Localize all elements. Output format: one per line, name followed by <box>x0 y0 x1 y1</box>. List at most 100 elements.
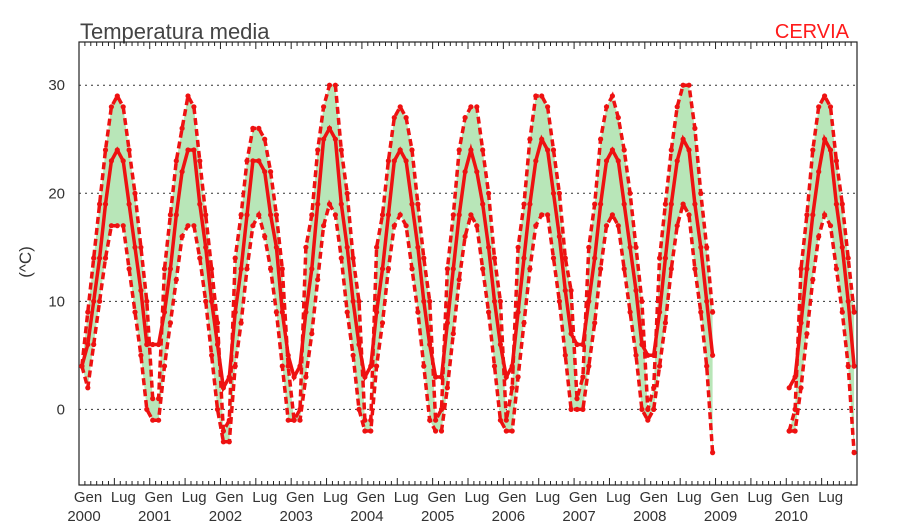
point-max <box>227 418 232 423</box>
point-max <box>852 310 857 315</box>
point-min <box>79 364 84 369</box>
point-mean <box>474 169 479 174</box>
point-mean <box>174 212 179 217</box>
point-mean <box>398 147 403 152</box>
point-mean <box>793 374 798 379</box>
point-min <box>645 418 650 423</box>
point-mean <box>492 299 497 304</box>
point-min <box>185 223 190 228</box>
point-min <box>209 353 214 358</box>
point-mean <box>463 169 468 174</box>
point-min <box>250 223 255 228</box>
point-max <box>533 93 538 98</box>
point-min <box>144 407 149 412</box>
point-max <box>144 299 149 304</box>
point-mean <box>681 137 686 142</box>
point-mean <box>651 353 656 358</box>
point-max <box>793 407 798 412</box>
point-min <box>533 223 538 228</box>
point-max <box>415 202 420 207</box>
point-min <box>580 407 585 412</box>
point-mean <box>168 266 173 271</box>
point-max <box>616 115 621 120</box>
point-min <box>362 428 367 433</box>
point-min <box>834 266 839 271</box>
point-max <box>168 212 173 217</box>
point-max <box>215 320 220 325</box>
point-max <box>557 191 562 196</box>
year-label: 2001 <box>138 508 171 525</box>
point-min <box>221 439 226 444</box>
point-min <box>451 331 456 336</box>
point-mean <box>227 374 232 379</box>
point-min <box>710 450 715 455</box>
point-min <box>545 212 550 217</box>
point-mean <box>433 374 438 379</box>
point-max <box>398 104 403 109</box>
point-max <box>457 147 462 152</box>
point-min <box>474 223 479 228</box>
point-min <box>852 450 857 455</box>
point-mean <box>569 331 574 336</box>
point-mean <box>610 147 615 152</box>
point-mean <box>162 310 167 315</box>
point-mean <box>498 342 503 347</box>
point-min <box>309 331 314 336</box>
year-label: 2006 <box>492 508 525 525</box>
point-mean <box>439 374 444 379</box>
x-tick-label: Gen <box>427 489 455 506</box>
point-mean <box>633 288 638 293</box>
point-max <box>85 310 90 315</box>
point-min <box>457 277 462 282</box>
point-mean <box>197 202 202 207</box>
point-max <box>203 212 208 217</box>
point-mean <box>362 374 367 379</box>
point-max <box>209 266 214 271</box>
point-mean <box>191 147 196 152</box>
point-max <box>692 126 697 131</box>
point-mean <box>309 266 314 271</box>
point-min <box>504 428 509 433</box>
point-min <box>203 299 208 304</box>
point-min <box>392 223 397 228</box>
point-min <box>510 428 515 433</box>
point-max <box>268 169 273 174</box>
point-max <box>374 245 379 250</box>
point-min <box>127 266 132 271</box>
point-max <box>622 147 627 152</box>
point-min <box>486 310 491 315</box>
point-max <box>368 418 373 423</box>
point-mean <box>351 299 356 304</box>
point-max <box>445 266 450 271</box>
point-min <box>586 364 591 369</box>
point-max <box>510 385 515 390</box>
point-mean <box>150 342 155 347</box>
point-mean <box>639 342 644 347</box>
year-label: 2010 <box>775 508 808 525</box>
point-max <box>303 245 308 250</box>
point-mean <box>404 158 409 163</box>
x-tick-label: Lug <box>818 489 843 506</box>
point-mean <box>521 256 526 261</box>
point-min <box>439 428 444 433</box>
point-min <box>132 310 137 315</box>
point-min <box>840 310 845 315</box>
point-min <box>421 364 426 369</box>
point-min <box>574 407 579 412</box>
point-mean <box>504 374 509 379</box>
point-max <box>846 256 851 261</box>
point-mean <box>374 310 379 315</box>
x-tick-label: Gen <box>710 489 738 506</box>
point-min <box>339 256 344 261</box>
point-mean <box>645 353 650 358</box>
year-label: 2000 <box>67 508 100 525</box>
point-max <box>822 93 827 98</box>
x-tick-label: Lug <box>182 489 207 506</box>
point-mean <box>557 234 562 239</box>
point-mean <box>262 169 267 174</box>
point-min <box>244 266 249 271</box>
point-min <box>321 223 326 228</box>
point-mean <box>698 245 703 250</box>
point-max <box>451 212 456 217</box>
point-min <box>793 428 798 433</box>
